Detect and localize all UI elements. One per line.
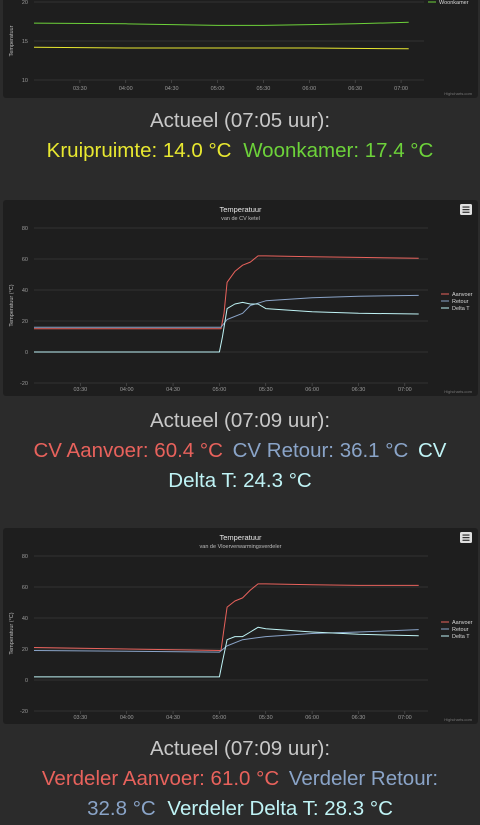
x-tick-label: 04:00 <box>119 86 133 92</box>
y-tick-label: 20 <box>22 319 28 325</box>
series-line-aanvoer <box>34 255 419 330</box>
verdeler-aanvoer-reading: Verdeler Aanvoer: 61.0 °C <box>41 767 280 790</box>
credits-label: Highcharts.com <box>444 717 472 722</box>
cv-delta-reading: Delta T: 24.3 °C <box>168 469 312 492</box>
x-tick-label: 06:30 <box>352 715 366 721</box>
y-axis-label: Temperatuur <box>9 25 15 56</box>
credits-label: Highcharts.com <box>444 91 472 96</box>
legend-label: Aanvoer <box>452 620 473 626</box>
status-block-verdeler: Actueel (07:09 uur): Verdeler Aanvoer: 6… <box>0 734 480 824</box>
x-tick-label: 05:30 <box>259 715 273 721</box>
x-tick-label: 03:30 <box>73 86 87 92</box>
menu-bar <box>462 537 470 539</box>
x-tick-label: 07:00 <box>398 387 412 393</box>
verdeler-delta-reading: Verdeler Delta T: 28.3 °C <box>167 797 393 820</box>
y-tick-label: -20 <box>20 709 28 715</box>
verdeler-chart: Temperatuur van de Vloerverwarmingsverdel… <box>9 532 473 722</box>
hamburger-menu-icon[interactable] <box>460 532 472 543</box>
y-axis-label: Temperatuur (°C) <box>9 284 15 326</box>
chart-panel-verdeler: Temperatuur van de Vloerverwarmingsverdel… <box>3 528 478 724</box>
status-heading: Actueel (07:09 uur): <box>149 409 331 432</box>
menu-bar <box>462 534 470 536</box>
y-tick-label: 0 <box>25 678 28 684</box>
series-line-delta-t <box>34 626 419 678</box>
x-tick-label: 04:30 <box>165 86 179 92</box>
x-tick-label: 07:00 <box>398 715 412 721</box>
x-tick-label: 04:00 <box>120 715 134 721</box>
cv-ketel-chart: Temperatuur van de CV ketel -20 0 20 40 60 80 03… <box>9 204 473 394</box>
x-tick-label: 04:00 <box>120 387 134 393</box>
chart-title: Temperatuur <box>219 205 262 214</box>
menu-bar <box>462 211 470 213</box>
status-block-cv: Actueel (07:09 uur): CV Aanvoer: 60.4 °C… <box>0 406 480 496</box>
series-line-retour <box>33 629 419 653</box>
y-tick-label: 15 <box>22 39 28 45</box>
x-tick-label: 04:30 <box>166 387 180 393</box>
cv-retour-reading: CV Retour: 36.1 °C <box>232 439 409 462</box>
legend-label: Retour <box>452 627 469 633</box>
y-tick-label: 20 <box>22 0 28 6</box>
x-tick-label: 05:00 <box>211 86 225 92</box>
chart-subtitle: van de Vloerverwarmingsverdeler <box>200 544 282 550</box>
legend-label: Delta T <box>452 634 470 640</box>
series-line-aanvoer <box>33 583 419 651</box>
verdeler-retour-value: 32.8 °C <box>87 797 156 820</box>
y-tick-label: 60 <box>22 585 28 591</box>
status-block-woonkamer: Actueel (07:05 uur): Kruipruimte: 14.0 °… <box>0 106 480 166</box>
x-tick-label: 06:30 <box>352 387 366 393</box>
chart-subtitle: van de CV ketel <box>221 216 260 222</box>
y-tick-label: 40 <box>22 288 28 294</box>
x-tick-label: 03:30 <box>73 387 87 393</box>
status-line: Delta T: 24.3 °C <box>0 466 480 496</box>
y-tick-label: -20 <box>20 381 28 387</box>
y-tick-label: 80 <box>22 554 28 560</box>
menu-bar <box>462 206 470 208</box>
x-tick-label: 06:00 <box>305 387 319 393</box>
status-heading: Actueel (07:09 uur): <box>149 737 331 760</box>
chart-panel-cv-ketel: Temperatuur van de CV ketel -20 0 20 40 60 80 03… <box>3 200 478 396</box>
y-tick-label: 40 <box>22 616 28 622</box>
legend-label: Delta T <box>452 306 470 312</box>
legend-label: Retour <box>452 299 469 305</box>
status-line: Verdeler Aanvoer: 61.0 °C Verdeler Retou… <box>0 764 480 794</box>
y-tick-label: 20 <box>22 647 28 653</box>
legend-label: Aanvoer <box>452 292 473 298</box>
y-axis-label: Temperatuur (°C) <box>9 612 15 654</box>
series-line-unnamed-1 <box>33 46 409 50</box>
y-tick-label: 80 <box>22 226 28 232</box>
x-tick-label: 06:00 <box>302 86 316 92</box>
series-line-woonkamer <box>33 21 409 26</box>
cv-aanvoer-reading: CV Aanvoer: 60.4 °C <box>33 439 223 462</box>
x-tick-label: 06:00 <box>305 715 319 721</box>
chart-title: Temperatuur <box>219 533 262 542</box>
status-line: 32.8 °C Verdeler Delta T: 28.3 °C <box>0 794 480 824</box>
menu-bar <box>462 209 470 211</box>
menu-bar <box>462 539 470 541</box>
x-tick-label: 04:30 <box>166 715 180 721</box>
y-tick-label: 10 <box>22 78 28 84</box>
y-tick-label: 60 <box>22 257 28 263</box>
hamburger-menu-icon[interactable] <box>460 204 472 215</box>
y-tick-label: 0 <box>25 350 28 356</box>
status-heading: Actueel (07:05 uur): <box>149 109 331 132</box>
kruipruimte-reading: Kruipruimte: 14.0 °C <box>46 139 232 162</box>
x-tick-label: 05:00 <box>213 387 227 393</box>
x-tick-label: 03:30 <box>73 715 87 721</box>
status-line: Kruipruimte: 14.0 °C Woonkamer: 17.4 °C <box>0 136 480 166</box>
woonkamer-chart: 10 15 20 03:30 04:00 04:30 05:00 05:30 06:00 06:3… <box>9 0 473 96</box>
status-line: CV Aanvoer: 60.4 °C CV Retour: 36.1 °C C… <box>0 436 480 466</box>
x-tick-label: 05:30 <box>257 86 271 92</box>
series-line-delta-t <box>34 301 419 353</box>
cv-delta-label: CV <box>418 439 447 462</box>
x-tick-label: 07:00 <box>394 86 408 92</box>
x-tick-label: 05:30 <box>259 387 273 393</box>
credits-label: Highcharts.com <box>444 389 472 394</box>
x-tick-label: 06:30 <box>348 86 362 92</box>
chart-panel-woonkamer: 10 15 20 03:30 04:00 04:30 05:00 05:30 06:00 06:3… <box>3 0 478 98</box>
legend-label: Woonkamer <box>439 0 469 6</box>
woonkamer-reading: Woonkamer: 17.4 °C <box>243 139 434 162</box>
verdeler-retour-reading: Verdeler Retour: <box>288 767 439 790</box>
x-tick-label: 05:00 <box>213 715 227 721</box>
series-line-retour <box>34 294 419 328</box>
